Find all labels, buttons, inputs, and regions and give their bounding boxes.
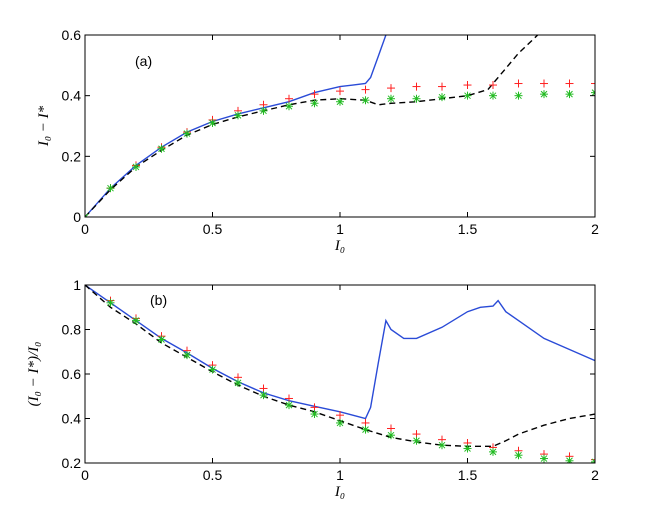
panel-b-plot-area: [85, 285, 595, 463]
panel-b-asterisk-marker: [234, 378, 242, 387]
panel-b-xtick-label: 1.5: [458, 467, 478, 483]
panel-b-asterisk-marker: [106, 298, 115, 307]
panel-a-plus-marker: [514, 79, 523, 88]
panel-b-plus-marker: [310, 403, 319, 412]
panel-a-xlabel: I₀: [334, 238, 345, 254]
panel-a-xtick-label: 2: [591, 221, 599, 237]
panel-a-asterisk-marker: [591, 88, 595, 97]
panel-a-xtick-label: 0.5: [203, 221, 223, 237]
panel-b-asterisk-marker: [514, 451, 523, 460]
panel-a-asterisk-marker: [438, 93, 446, 102]
panel-b-dashed-black-line: [85, 285, 595, 447]
panel-b-plus-marker: [361, 418, 370, 427]
panel-b-asterisk-marker: [540, 454, 548, 463]
panel-a-xtick-label: 1.5: [458, 221, 478, 237]
panel-a-plot-area: [85, 35, 595, 217]
panel-b-asterisk-marker: [591, 457, 595, 463]
panel-a-ytick-label: 0: [73, 209, 81, 225]
panel-a-asterisk-marker: [463, 91, 472, 100]
panel-a-plus-marker: [438, 82, 446, 91]
panel-b-asterisk-marker: [259, 391, 268, 400]
panel-b-ylabel: (I₀ − I*)/I₀: [26, 342, 42, 407]
panel-b-asterisk-marker: [285, 401, 293, 410]
panel-b-asterisk-marker: [489, 447, 497, 456]
panel-b-asterisk-marker: [387, 431, 395, 440]
panel-a-plus-marker: [285, 94, 293, 103]
panel-b-asterisk-marker: [361, 425, 370, 434]
panel-a-asterisk-marker: [183, 129, 191, 138]
panel-b-plus-marker: [387, 424, 395, 433]
panel-b-plus-marker: [285, 394, 293, 403]
panel-b-asterisk-marker: [183, 351, 191, 360]
panel-a-plus-marker: [310, 90, 319, 99]
panel-a-ytick-label: 0.2: [62, 148, 82, 164]
panel-a-asterisk-marker: [489, 91, 497, 100]
panel-a-asterisk-marker: [85, 213, 89, 217]
panel-b-xtick-label: 1: [336, 467, 344, 483]
panel-a-label: (a): [135, 53, 152, 69]
panel-a-asterisk-marker: [106, 184, 115, 193]
panel-b-ytick-label: 0.8: [62, 322, 82, 338]
panel-a-asterisk-marker: [132, 162, 140, 171]
panel-a-ylabel: I₀ − I*: [36, 105, 52, 147]
panel-a-plus-marker: [591, 79, 595, 88]
panel-a-asterisk-marker: [565, 90, 574, 99]
panel-a-asterisk-marker: [157, 144, 166, 153]
panel-a-asterisk-marker: [387, 94, 395, 103]
panel-b-asterisk-marker: [412, 436, 421, 445]
panel-b-ticks: [84, 284, 596, 464]
panel-a-asterisk-marker: [208, 118, 217, 127]
panel-a-asterisk-marker: [514, 91, 523, 100]
panel-a-plus-marker: [336, 87, 344, 96]
panel-b-plus-marker: [259, 384, 268, 393]
panel-b-asterisk-marker: [438, 441, 446, 450]
panel-a-tick-labels: 0 0.5 1 1.5 2 0 0.2 0.4 0.6: [62, 27, 600, 237]
panel-a-plus-marker: [565, 79, 574, 88]
panel-b-solid-blue-line: [85, 285, 595, 420]
panel-b-xlabel: I₀: [334, 484, 345, 500]
panel-a-ticks: [84, 34, 596, 218]
panel-a-plus-marker: [412, 82, 421, 91]
panel-b-ytick-label: 0.2: [62, 455, 82, 471]
panel-a-asterisk-marker: [412, 94, 421, 103]
panel-a-xtick-label: 1: [336, 221, 344, 237]
panel-b-asterisk-marker: [463, 444, 472, 453]
panel-a-plus-marker: [361, 85, 370, 94]
panel-a-xtick-label: 0: [81, 221, 89, 237]
panel-a-ytick-label: 0.4: [62, 88, 82, 104]
panel-b-asterisk-marker: [157, 335, 166, 344]
panel-b-asterisk-marker: [310, 410, 319, 419]
panel-b-asterisk-marker: [336, 418, 344, 427]
panel-b-asterisk-marker: [132, 316, 140, 325]
panel-b-xtick-label: 0: [81, 467, 89, 483]
panel-a-asterisk-marker: [310, 99, 319, 108]
panel-a-plus-marker: [489, 81, 497, 90]
panel-b-xtick-label: 2: [591, 467, 599, 483]
panel-a-asterisk-marker: [259, 106, 268, 115]
panel-b-ytick-label: 0.4: [62, 411, 82, 427]
panel-b-label: (b): [150, 292, 167, 308]
panel-a-ytick-label: 0.6: [62, 27, 82, 43]
panel-b: 0 0.5 1 1.5 2 0.2 0.4 0.6 0.8 1 (b) I₀ (I₀ − I*)/…: [26, 277, 599, 500]
panel-a-asterisk-marker: [285, 102, 293, 111]
panel-b-asterisk-marker: [208, 365, 217, 374]
panel-b-xtick-label: 0.5: [203, 467, 223, 483]
panel-b-ytick-label: 1: [73, 277, 81, 293]
panel-b-tick-labels: 0 0.5 1 1.5 2 0.2 0.4 0.6 0.8 1: [62, 277, 600, 483]
panel-b-plus-marker: [336, 411, 344, 420]
panel-a-plus-marker: [540, 79, 548, 88]
panel-a-asterisk-marker: [361, 96, 370, 105]
panel-a-asterisk-marker: [336, 97, 344, 106]
panel-b-plus-marker: [412, 430, 421, 439]
panel-a-plus-marker: [463, 81, 472, 90]
panel-a: 0 0.5 1 1.5 2 0 0.2 0.4 0.6 (a) I₀ I₀ − I*: [36, 27, 599, 254]
panel-a-asterisk-marker: [540, 90, 548, 99]
panel-a-plus-marker: [387, 84, 395, 93]
panel-a-asterisk-marker: [234, 111, 242, 120]
panel-b-ytick-label: 0.6: [62, 366, 82, 382]
